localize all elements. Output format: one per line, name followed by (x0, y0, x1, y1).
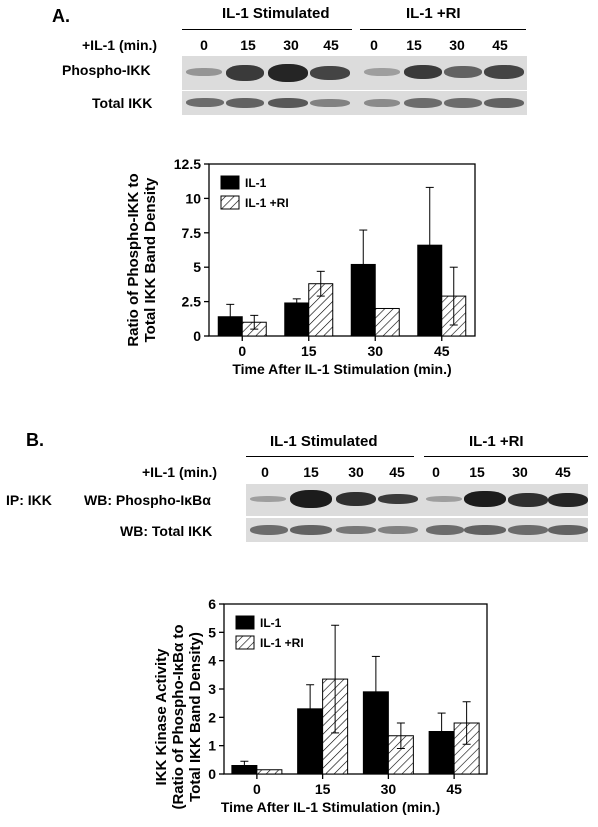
legend-label: IL-1 (260, 616, 282, 630)
lane-label: 0 (370, 37, 378, 53)
y-tick-label: 5 (208, 624, 216, 640)
panel-b-group2-underline (424, 456, 588, 457)
lane-label: 45 (555, 464, 571, 480)
y-tick-label: 5 (193, 259, 201, 275)
x-tick-label: 15 (301, 343, 317, 359)
legend-swatch (220, 175, 240, 190)
lane-label: 30 (283, 37, 299, 53)
lane-label: 30 (449, 37, 465, 53)
chart-a: 0 2.5 5 7.5 10 12.5 0 15 30 45 IL-1 IL-1 +RI Time Af… (125, 156, 476, 377)
legend-label: IL-1 (245, 176, 267, 190)
lane-label: 45 (323, 37, 339, 53)
bar-il1 (297, 708, 324, 775)
x-tick-label: 0 (238, 343, 246, 359)
legend-swatch (235, 615, 255, 630)
panel-a-group2-underline (360, 29, 526, 30)
y-tick-label: 0 (193, 328, 201, 344)
legend-label: IL-1 +RI (260, 636, 304, 650)
y-axis-label: Total IKK Band Density) (187, 632, 204, 802)
lane-label: 15 (406, 37, 422, 53)
y-axis-label: Total IKK Band Density (142, 177, 159, 342)
y-tick-label: 1 (208, 738, 216, 754)
bar-il1 (417, 244, 443, 337)
lane-label: 0 (200, 37, 208, 53)
legend-swatch (220, 195, 240, 210)
legend-swatch (235, 635, 255, 650)
panel-b-phospho-blot (246, 484, 588, 516)
y-axis-label: Ratio of Phospho-IKK to (125, 173, 142, 346)
x-tick-label: 30 (381, 781, 397, 797)
lane-label: 45 (389, 464, 405, 480)
lane-label: 30 (512, 464, 528, 480)
y-tick-label: 10 (185, 190, 201, 206)
y-tick-label: 6 (208, 596, 216, 612)
bar-il1 (362, 691, 389, 775)
panel-a-phospho-blot (182, 56, 527, 90)
bar-il1-ri (374, 307, 400, 337)
legend-label: IL-1 +RI (245, 196, 289, 210)
bar-il1 (350, 263, 376, 337)
x-axis-label: Time After IL-1 Stimulation (min.) (232, 361, 451, 377)
panel-b-phospho-label: WB: Phospho-IκBα (84, 492, 211, 508)
panel-a-phospho-label: Phospho-IKK (62, 62, 151, 78)
y-tick-label: 2 (208, 709, 216, 725)
panel-b-time-label: +IL-1 (min.) (142, 464, 218, 480)
x-tick-label: 45 (446, 781, 462, 797)
bar-il1 (217, 316, 243, 337)
lane-label: 15 (240, 37, 256, 53)
panel-a-time-label: +IL-1 (min.) (82, 37, 158, 53)
panel-a-label: A. (52, 6, 70, 26)
y-tick-label: 12.5 (174, 156, 201, 172)
panel-b-total-blot (246, 518, 588, 542)
bar-il1 (428, 731, 455, 775)
x-tick-label: 30 (367, 343, 383, 359)
x-tick-label: 45 (434, 343, 450, 359)
y-tick-label: 7.5 (182, 225, 202, 241)
y-tick-label: 0 (208, 766, 216, 782)
x-tick-label: 15 (315, 781, 331, 797)
panel-b-ip-label: IP: IKK (6, 492, 52, 508)
panel-b-label: B. (26, 430, 44, 450)
panel-a-total-label: Total IKK (92, 95, 153, 111)
bar-il1-ri (256, 769, 283, 775)
lane-label: 0 (261, 464, 269, 480)
panel-a-group1-label: IL-1 Stimulated (222, 5, 330, 22)
lane-label: 30 (348, 464, 364, 480)
panel-b-total-label: WB: Total IKK (120, 523, 213, 539)
x-axis-label: Time After IL-1 Stimulation (min.) (221, 799, 440, 815)
plot-frame (208, 163, 476, 337)
y-axis-label: (Ratio of Phospho-IκBα to (170, 624, 187, 809)
lane-label: 15 (303, 464, 319, 480)
y-tick-label: 3 (208, 681, 216, 697)
panel-b-group1-underline (246, 456, 414, 457)
bar-il1 (231, 765, 258, 775)
y-axis-label: IKK Kinase Activity (153, 648, 170, 786)
panel-a-group1-underline (182, 29, 352, 30)
y-tick-label: 4 (208, 653, 216, 669)
bar-il1 (284, 302, 310, 337)
lane-label: 15 (469, 464, 485, 480)
panel-a-group2-label: IL-1 +RI (406, 5, 461, 22)
lane-label: 45 (492, 37, 508, 53)
lane-label: 0 (432, 464, 440, 480)
panel-a-total-blot (182, 91, 527, 115)
x-tick-label: 0 (253, 781, 261, 797)
panel-b-group2-label: IL-1 +RI (469, 433, 524, 450)
panel-b-group1-label: IL-1 Stimulated (270, 433, 378, 450)
y-tick-label: 2.5 (182, 294, 202, 310)
